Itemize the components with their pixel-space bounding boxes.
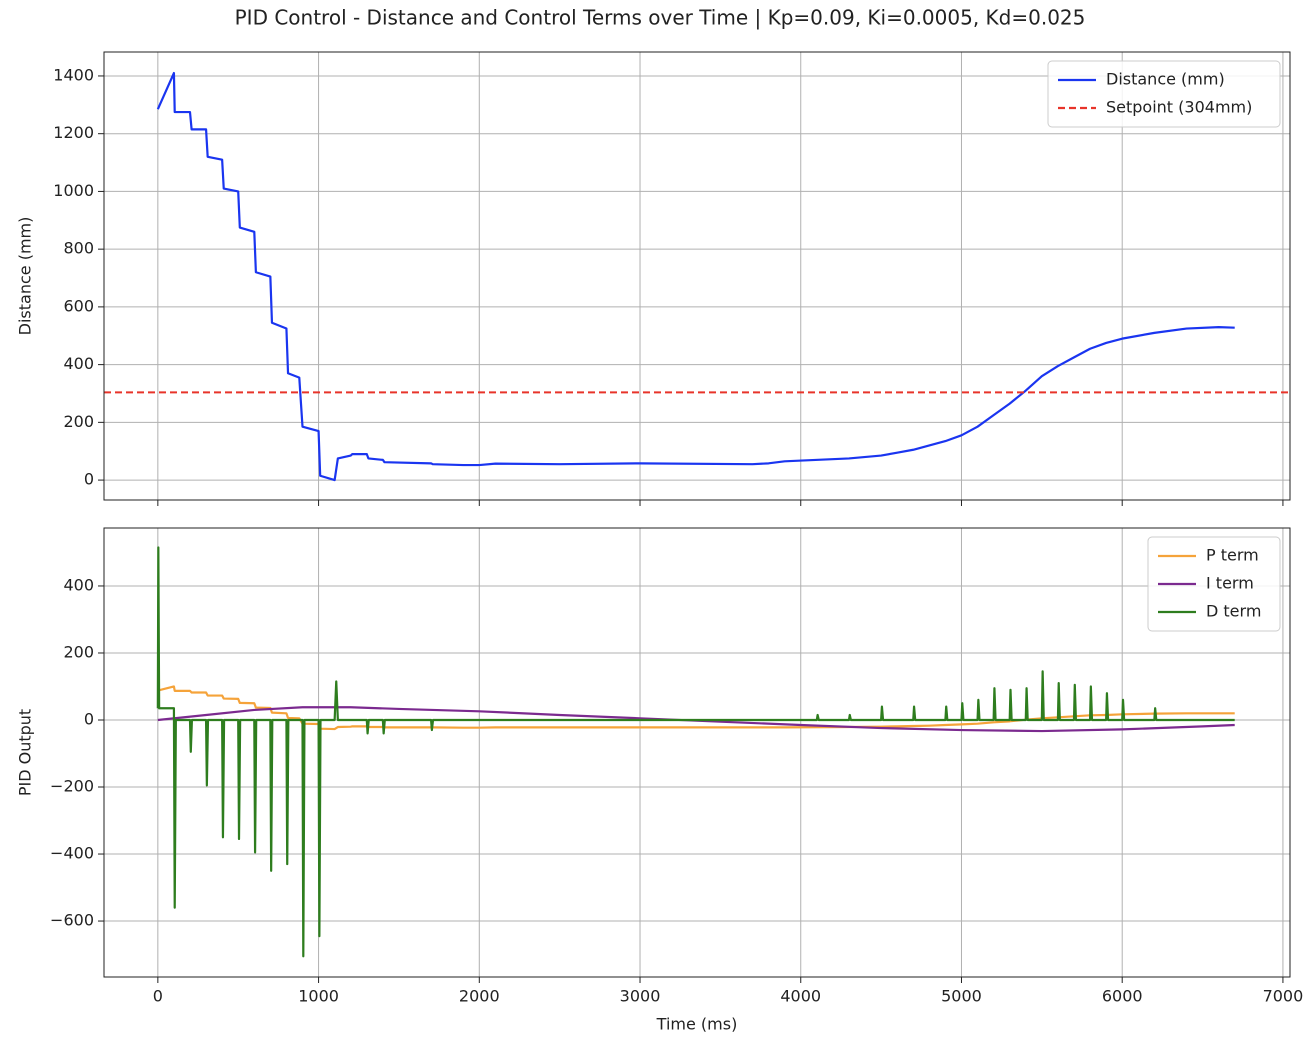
legend-label: Setpoint (304mm) (1106, 98, 1252, 117)
legend-box (1047, 60, 1281, 128)
y-tick-label: 1400 (53, 65, 94, 84)
x-tick-label: 1000 (298, 987, 339, 1006)
y-tick-label: 1000 (53, 181, 94, 200)
y-tick-label: 1200 (53, 123, 94, 142)
x-tick-label: 7000 (1263, 987, 1304, 1006)
y-tick-label: 600 (63, 296, 94, 315)
data-line (157, 706, 1235, 733)
y-tick-label: 200 (63, 642, 94, 661)
y-tick-label: 0 (84, 470, 94, 489)
y-tick-label: 200 (63, 412, 94, 431)
legend-box (1147, 536, 1281, 632)
y-axis-label: Distance (mm) (16, 217, 35, 336)
legend-label: I term (1206, 574, 1254, 593)
legend-label: D term (1206, 602, 1261, 621)
axes-frame (103, 527, 1291, 978)
x-axis-label: Time (ms) (656, 1015, 738, 1034)
data-line (156, 71, 1235, 482)
y-tick-label: 0 (84, 709, 94, 728)
legend-label: Distance (mm) (1106, 70, 1225, 89)
y-tick-label: 800 (63, 239, 94, 258)
y-tick-label: −400 (50, 844, 94, 863)
legend-label: P term (1206, 546, 1259, 565)
y-tick-label: 400 (63, 354, 94, 373)
y-tick-label: −600 (50, 911, 94, 930)
x-tick-label: 6000 (1102, 987, 1143, 1006)
plot-area (156, 546, 1235, 958)
plot-area (104, 71, 1290, 482)
x-tick-label: 3000 (620, 987, 661, 1006)
x-tick-label: 4000 (780, 987, 821, 1006)
y-axis-label: PID Output (16, 709, 35, 796)
x-tick-label: 0 (153, 987, 163, 1006)
y-tick-label: 400 (63, 575, 94, 594)
chart-title: PID Control - Distance and Control Terms… (235, 6, 1086, 30)
y-tick-label: −200 (50, 777, 94, 796)
axes-frame (103, 51, 1291, 501)
x-tick-label: 2000 (459, 987, 500, 1006)
data-line (156, 546, 1235, 958)
x-tick-label: 5000 (941, 987, 982, 1006)
